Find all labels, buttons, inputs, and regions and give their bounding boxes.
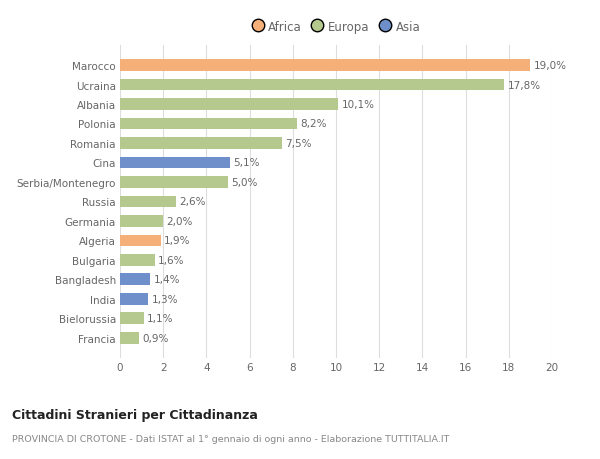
Text: 1,4%: 1,4% [154, 274, 180, 285]
Bar [120, 313, 144, 325]
Bar [120, 235, 161, 246]
Text: 17,8%: 17,8% [508, 80, 541, 90]
Text: 1,9%: 1,9% [164, 236, 191, 246]
Bar [120, 177, 228, 188]
Bar [120, 138, 282, 150]
Text: 1,6%: 1,6% [158, 255, 184, 265]
Text: 1,1%: 1,1% [147, 313, 173, 324]
Text: 8,2%: 8,2% [301, 119, 327, 129]
Text: 1,3%: 1,3% [151, 294, 178, 304]
Text: 5,1%: 5,1% [233, 158, 260, 168]
Bar [120, 79, 505, 91]
Bar [120, 99, 338, 111]
Text: 5,0%: 5,0% [231, 178, 257, 188]
Text: PROVINCIA DI CROTONE - Dati ISTAT al 1° gennaio di ogni anno - Elaborazione TUTT: PROVINCIA DI CROTONE - Dati ISTAT al 1° … [12, 434, 449, 443]
Bar [120, 60, 530, 72]
Text: 2,0%: 2,0% [166, 216, 193, 226]
Bar [120, 118, 297, 130]
Text: Cittadini Stranieri per Cittadinanza: Cittadini Stranieri per Cittadinanza [12, 409, 258, 421]
Text: 19,0%: 19,0% [533, 61, 566, 71]
Text: 7,5%: 7,5% [285, 139, 312, 149]
Bar [120, 196, 176, 208]
Legend: Africa, Europa, Asia: Africa, Europa, Asia [252, 21, 420, 34]
Bar [120, 157, 230, 169]
Bar [120, 254, 155, 266]
Bar [120, 293, 148, 305]
Text: 2,6%: 2,6% [179, 197, 206, 207]
Bar [120, 332, 139, 344]
Bar [120, 216, 163, 227]
Bar [120, 274, 150, 285]
Text: 10,1%: 10,1% [341, 100, 374, 110]
Text: 0,9%: 0,9% [143, 333, 169, 343]
